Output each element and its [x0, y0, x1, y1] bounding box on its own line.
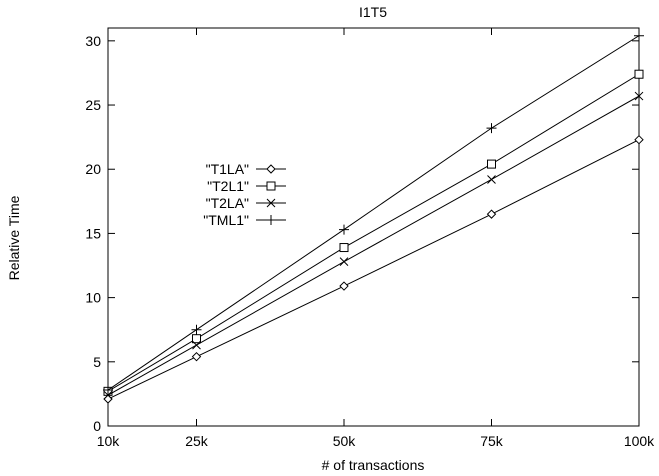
series-3: [103, 30, 644, 396]
x-axis: 10k 25k 50k 75k 100k: [97, 28, 655, 449]
data-point: [634, 30, 644, 41]
data-point: [486, 123, 497, 134]
data-point: [339, 281, 349, 291]
legend-marker: [266, 198, 276, 208]
data-point: [192, 340, 201, 350]
y-tick-label: 0: [93, 418, 101, 434]
legend: "T1LA""T2L1""T2LA""TML1": [203, 161, 286, 228]
y-tick-label: 20: [85, 161, 101, 177]
plot-border: [107, 27, 640, 427]
y-tick-label: 10: [85, 290, 101, 306]
data-point: [103, 390, 113, 400]
legend-marker: [266, 181, 276, 191]
data-point: [487, 175, 496, 184]
data-point: [487, 159, 496, 169]
data-point: [192, 334, 201, 344]
y-axis: 0 5 10 15 20 25 30: [85, 33, 639, 434]
x-tick-label: 25k: [185, 433, 209, 449]
x-tick-label: 10k: [97, 433, 121, 449]
series-line: [107, 139, 640, 400]
legend-label: "T2L1": [207, 178, 249, 194]
series-2: [103, 91, 644, 400]
series-0: [103, 134, 644, 404]
x-tick-label: 50k: [333, 433, 357, 449]
y-tick-label: 15: [85, 225, 101, 241]
legend-label: "TML1": [203, 212, 249, 228]
data-point: [339, 243, 349, 253]
series-line: [107, 73, 640, 392]
data-point: [634, 134, 644, 145]
plot-area: [107, 27, 640, 427]
data-point: [191, 351, 202, 362]
legend-label: "T1LA": [206, 161, 249, 177]
y-tick-label: 5: [93, 354, 101, 370]
y-tick-label: 30: [85, 33, 101, 49]
y-tick-label: 25: [85, 97, 101, 113]
series-layer: [103, 30, 644, 404]
legend-marker: [266, 215, 276, 225]
legend-label: "T2LA": [206, 195, 249, 211]
series-1: [103, 69, 644, 396]
legend-marker: [266, 164, 276, 174]
data-point: [634, 91, 644, 101]
data-point: [339, 224, 349, 235]
chart-title: I1T5: [359, 4, 387, 20]
series-line: [107, 35, 640, 391]
data-point: [339, 257, 349, 267]
x-tick-label: 75k: [480, 433, 504, 449]
x-tick-label: 100k: [624, 433, 655, 449]
series-line: [107, 95, 640, 396]
data-point: [103, 394, 113, 404]
data-point: [634, 69, 644, 79]
data-point: [103, 385, 113, 396]
y-axis-title: Relative Time: [6, 195, 22, 280]
data-point: [191, 324, 202, 335]
x-axis-title: # of transactions: [322, 457, 425, 473]
data-point: [486, 209, 497, 219]
